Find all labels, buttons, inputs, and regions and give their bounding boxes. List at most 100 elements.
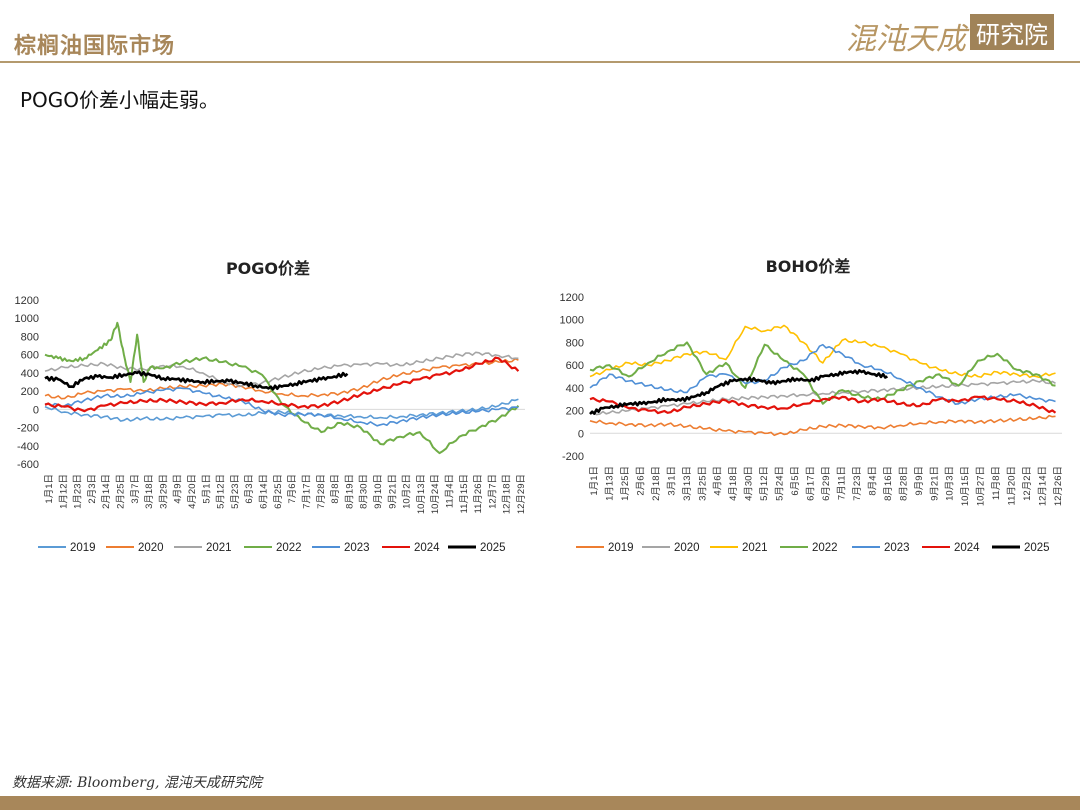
pogo-ytick-label: -400 bbox=[17, 441, 39, 453]
pogo-legend-label-2024: 2024 bbox=[414, 542, 440, 554]
pogo-xtick-label: 4月9日 bbox=[173, 474, 184, 504]
boho-xtick-label: 4月30日 bbox=[744, 466, 755, 501]
pogo-series-2024 bbox=[44, 356, 520, 413]
pogo-xtick-label: 12月29日 bbox=[516, 474, 527, 514]
pogo-xtick-label: 9月10日 bbox=[373, 474, 384, 509]
pogo-xtick-label: 7月28日 bbox=[316, 474, 327, 509]
pogo-xtick-label: 2月25日 bbox=[116, 474, 127, 509]
boho-series-2019 bbox=[589, 414, 1056, 437]
boho-ytick-label: 0 bbox=[578, 428, 584, 440]
page-title: 棕榈油国际市场 bbox=[14, 33, 176, 59]
boho-xtick-label: 11月20日 bbox=[1007, 466, 1018, 505]
boho-series-2023 bbox=[589, 343, 1056, 405]
boho-xtick-label: 9月21日 bbox=[929, 466, 940, 501]
boho-xtick-label: 3月1日 bbox=[666, 466, 677, 496]
boho-legend-label-2023: 2023 bbox=[884, 542, 910, 554]
boho-xtick-label: 2月18日 bbox=[651, 466, 662, 501]
pogo-xtick-label: 11月15日 bbox=[459, 474, 470, 513]
pogo-xtick-label: 5月12日 bbox=[216, 474, 227, 509]
boho-xtick-label: 1月1日 bbox=[589, 466, 600, 496]
boho-xtick-label: 9月9日 bbox=[914, 466, 925, 496]
pogo-ytick-label: 1000 bbox=[15, 313, 39, 325]
pogo-xtick-label: 1月1日 bbox=[44, 474, 55, 504]
slide-subtitle: POGO价差小幅走弱。 bbox=[20, 88, 220, 112]
pogo-series-2019 bbox=[44, 398, 519, 422]
boho-ytick-label: 600 bbox=[566, 360, 584, 372]
boho-xtick-label: 8月16日 bbox=[883, 466, 894, 501]
pogo-legend-label-2025: 2025 bbox=[480, 542, 506, 554]
pogo-xtick-label: 1月12日 bbox=[58, 474, 69, 509]
boho-xtick-label: 4月6日 bbox=[713, 466, 724, 496]
company-logo-text: 混沌天成 bbox=[846, 22, 966, 57]
boho-ytick-label: 1000 bbox=[560, 315, 584, 327]
boho-xtick-label: 1月13日 bbox=[604, 466, 615, 501]
company-logo-box: 研究院 bbox=[970, 14, 1054, 50]
boho-xtick-label: 12月26日 bbox=[1053, 466, 1064, 506]
boho-xtick-label: 7月11日 bbox=[836, 466, 847, 500]
pogo-ytick-label: 0 bbox=[33, 404, 39, 416]
pogo-ytick-label: -200 bbox=[17, 423, 39, 435]
source-note: 数据来源: Bloomberg, 混沌天成研究院 bbox=[12, 775, 262, 791]
pogo-xtick-label: 8月19日 bbox=[344, 474, 355, 509]
pogo-xtick-label: 2月3日 bbox=[87, 474, 98, 504]
boho-xtick-label: 3月25日 bbox=[697, 466, 708, 501]
boho-ytick-label: -200 bbox=[562, 451, 584, 463]
pogo-xtick-label: 5月1日 bbox=[201, 474, 212, 504]
pogo-series-2021 bbox=[44, 351, 519, 388]
boho-ytick-label: 400 bbox=[566, 383, 584, 395]
pogo-xtick-label: 1月23日 bbox=[73, 474, 84, 509]
pogo-legend-label-2021: 2021 bbox=[206, 542, 232, 554]
pogo-legend-label-2019: 2019 bbox=[70, 542, 96, 554]
pogo-series-2023 bbox=[45, 387, 519, 427]
pogo-ytick-label: 800 bbox=[21, 331, 39, 343]
boho-xtick-label: 12月14日 bbox=[1038, 466, 1049, 506]
boho-legend-label-2021: 2021 bbox=[742, 542, 768, 554]
pogo-xtick-label: 8月30日 bbox=[359, 474, 370, 509]
pogo-legend-label-2020: 2020 bbox=[138, 542, 164, 554]
boho-ytick-label: 200 bbox=[566, 406, 584, 418]
boho-xtick-label: 10月15日 bbox=[960, 466, 971, 506]
boho-xtick-label: 10月27日 bbox=[976, 466, 987, 506]
boho-legend-label-2022: 2022 bbox=[812, 542, 838, 554]
boho-xtick-label: 2月6日 bbox=[635, 466, 646, 496]
pogo-ytick-label: 600 bbox=[21, 350, 39, 362]
boho-legend-label-2019: 2019 bbox=[608, 542, 634, 554]
pogo-legend-label-2022: 2022 bbox=[276, 542, 302, 554]
header-divider bbox=[0, 61, 1080, 63]
boho-series-2024 bbox=[589, 395, 1057, 415]
boho-xtick-label: 4月18日 bbox=[728, 466, 739, 501]
boho-chart-title: BOHO价差 bbox=[766, 257, 851, 276]
pogo-xtick-label: 6月25日 bbox=[273, 474, 284, 509]
pogo-xtick-label: 8月8日 bbox=[330, 474, 341, 504]
pogo-ytick-label: 400 bbox=[21, 368, 39, 380]
boho-xtick-label: 1月25日 bbox=[620, 466, 631, 501]
pogo-legend-label-2023: 2023 bbox=[344, 542, 370, 554]
pogo-xtick-label: 10月24日 bbox=[430, 474, 441, 514]
pogo-xtick-label: 11月4日 bbox=[444, 474, 455, 508]
pogo-xtick-label: 10月13日 bbox=[416, 474, 427, 514]
pogo-xtick-label: 3月7日 bbox=[130, 474, 141, 504]
pogo-series-2025 bbox=[44, 370, 349, 391]
boho-ytick-label: 800 bbox=[566, 337, 584, 349]
pogo-xtick-label: 7月17日 bbox=[301, 474, 312, 509]
footer-bar bbox=[0, 796, 1080, 810]
pogo-ytick-label: 1200 bbox=[15, 295, 39, 307]
boho-xtick-label: 6月5日 bbox=[790, 466, 801, 496]
boho-xtick-label: 12月2日 bbox=[1022, 466, 1033, 501]
boho-xtick-label: 8月4日 bbox=[867, 466, 878, 496]
pogo-xtick-label: 7月6日 bbox=[287, 474, 298, 504]
boho-series-2021 bbox=[589, 324, 1056, 379]
boho-xtick-label: 7月23日 bbox=[852, 466, 863, 501]
boho-xtick-label: 5月12日 bbox=[759, 466, 770, 501]
pogo-xtick-label: 6月3日 bbox=[244, 474, 255, 504]
boho-series-2022 bbox=[589, 341, 1056, 405]
boho-series-2020 bbox=[589, 378, 1056, 416]
pogo-series-2022 bbox=[44, 321, 520, 455]
boho-legend-label-2024: 2024 bbox=[954, 542, 980, 554]
pogo-xtick-label: 5月23日 bbox=[230, 474, 241, 509]
boho-legend-label-2025: 2025 bbox=[1024, 542, 1050, 554]
pogo-xtick-label: 12月7日 bbox=[487, 474, 498, 509]
boho-legend-label-2020: 2020 bbox=[674, 542, 700, 554]
boho-xtick-label: 3月13日 bbox=[682, 466, 693, 501]
boho-xtick-label: 11月8日 bbox=[991, 466, 1002, 500]
